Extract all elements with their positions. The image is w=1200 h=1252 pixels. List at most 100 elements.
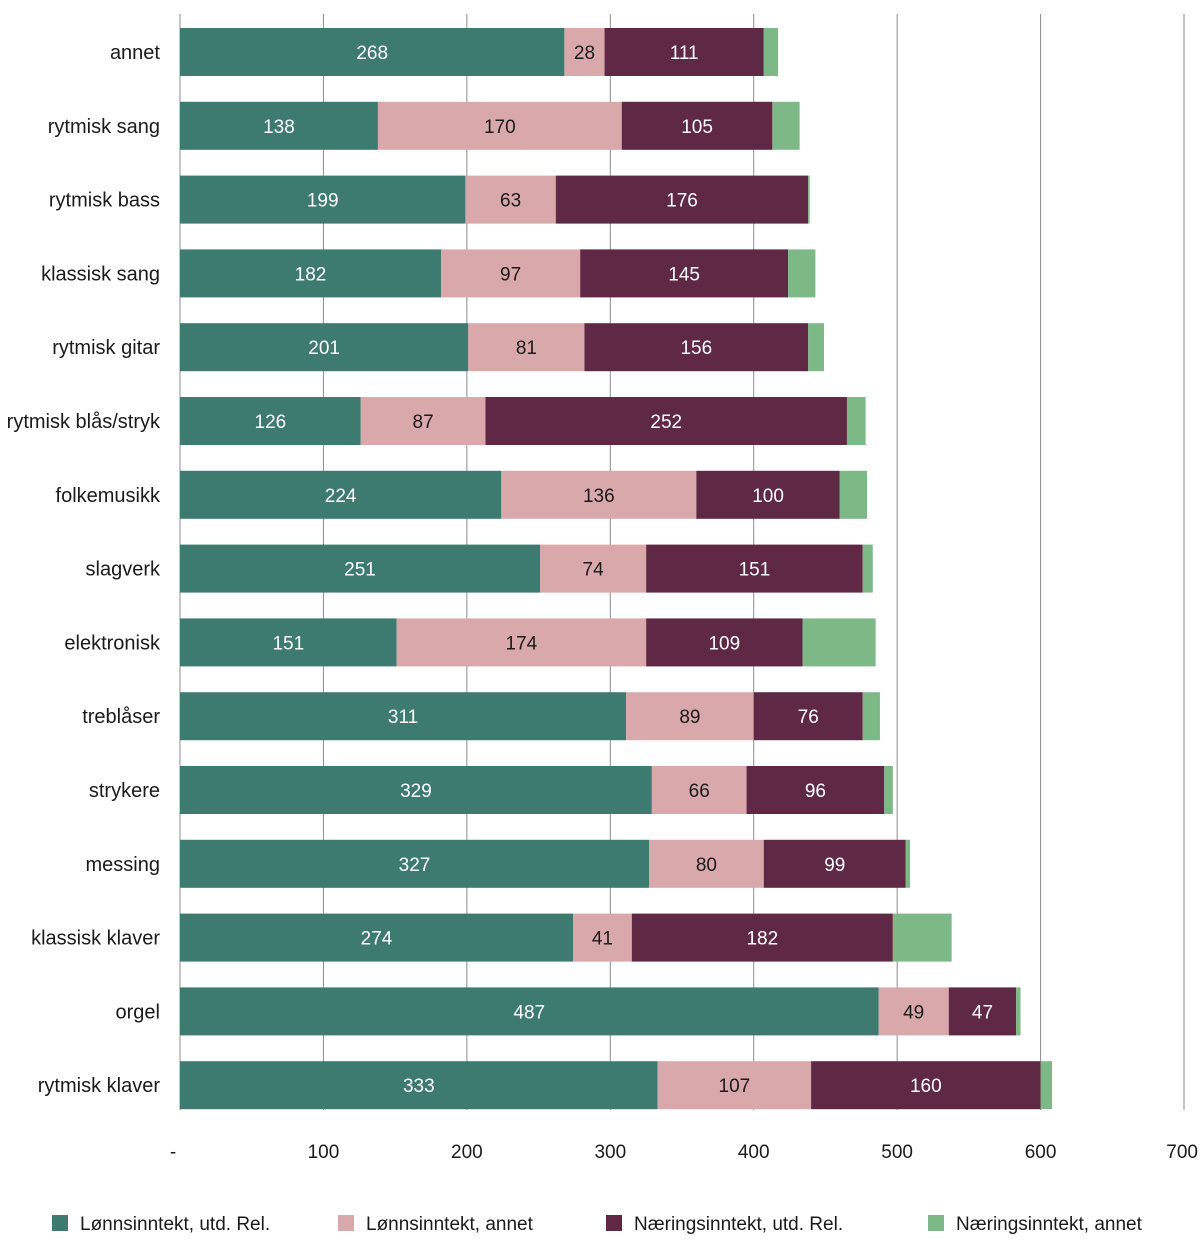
bar-segment-series-3	[584, 323, 809, 372]
data-label: 156	[680, 338, 712, 359]
data-label: 333	[403, 1076, 435, 1097]
bar-segment-series-3	[753, 692, 863, 741]
bar-segment-series-4	[1040, 1061, 1053, 1110]
bar-segment-series-4	[772, 101, 800, 150]
bar-segment-series-4	[808, 175, 810, 224]
data-label: 63	[500, 191, 521, 212]
data-label: 201	[308, 338, 340, 359]
data-label: 182	[295, 264, 327, 285]
category-label: rytmisk bass	[49, 190, 160, 212]
category-label: rytmisk klaver	[38, 1075, 161, 1097]
data-label: 126	[255, 412, 287, 433]
x-tick-label: 100	[308, 1142, 340, 1163]
data-label: 136	[583, 486, 615, 507]
data-label: 66	[689, 781, 710, 802]
bar-segment-series-3	[763, 839, 906, 888]
data-label: 41	[592, 929, 613, 950]
category-label: annet	[110, 42, 160, 64]
data-label: 28	[574, 43, 595, 64]
data-label: 89	[679, 707, 700, 728]
data-label: 81	[516, 338, 537, 359]
bar-segment-series-3	[646, 618, 803, 667]
data-label: 47	[972, 1002, 993, 1023]
category-label: slagverk	[86, 559, 161, 581]
bar-segment-series-1	[180, 323, 469, 372]
bar-segment-series-3	[948, 987, 1017, 1036]
bar-segment-series-2	[360, 397, 486, 445]
data-label: 138	[263, 117, 295, 138]
legend-label: Lønnsinntekt, annet	[366, 1214, 534, 1235]
data-label: 145	[668, 264, 700, 285]
bar-segment-series-1	[180, 101, 378, 150]
category-label: treblåser	[82, 706, 160, 728]
data-label: 176	[666, 191, 698, 212]
data-label: 329	[400, 781, 432, 802]
bar-segment-series-4	[905, 839, 911, 888]
legend-label: Lønnsinntekt, utd. Rel.	[80, 1214, 270, 1235]
data-label: 107	[719, 1076, 751, 1097]
data-label: 80	[696, 855, 717, 876]
legend-swatch	[52, 1215, 68, 1231]
x-tick-label: 500	[881, 1142, 913, 1163]
legend-swatch	[338, 1215, 354, 1231]
data-label: 76	[798, 707, 819, 728]
data-label: 151	[739, 560, 771, 581]
data-label: 105	[681, 117, 713, 138]
data-label: 311	[388, 707, 418, 728]
data-label: 274	[361, 929, 393, 950]
data-label: 99	[824, 855, 845, 876]
bar-segment-series-2	[468, 323, 585, 372]
bar-segment-series-4	[763, 28, 779, 76]
bar-segment-series-2	[657, 1061, 812, 1110]
bar-segment-series-2	[465, 175, 556, 224]
x-tick-label: -	[170, 1142, 176, 1163]
x-tick-label: 200	[451, 1142, 483, 1163]
legend: Lønnsinntekt, utd. Rel. Lønnsinntekt, ann…	[52, 1214, 1143, 1235]
category-label: rytmisk sang	[48, 116, 160, 138]
data-label: 170	[484, 117, 516, 138]
data-label: 109	[708, 633, 740, 654]
bar-segment-series-1	[180, 692, 627, 741]
bar-segment-series-2	[626, 692, 754, 741]
bar-segment-series-2	[377, 101, 622, 150]
bar-segment-series-1	[180, 470, 502, 519]
bar-segment-series-1	[180, 766, 652, 814]
data-label: 182	[746, 929, 778, 950]
data-label: 252	[650, 412, 682, 433]
bar-segment-series-1	[180, 28, 565, 76]
data-label: 87	[413, 412, 434, 433]
bar-segment-series-4	[884, 766, 893, 814]
x-axis-tick-labels: - 100 200 300 400 500 600 700	[170, 1142, 1198, 1163]
bar-segment-series-2	[649, 839, 764, 888]
bar-segment-series-2	[396, 618, 647, 667]
bar-segment-series-4	[839, 470, 868, 519]
bar-segment-series-3	[604, 28, 764, 76]
bar-segment-series-3	[811, 1061, 1041, 1110]
category-label: klassisk klaver	[31, 928, 160, 950]
category-label: messing	[86, 854, 160, 876]
bar-segment-series-1	[180, 839, 650, 888]
bar-segment-series-4	[802, 618, 876, 667]
x-tick-label: 400	[738, 1142, 770, 1163]
bar-segment-series-2	[878, 987, 949, 1036]
x-tick-label: 600	[1025, 1142, 1057, 1163]
category-label: klassisk sang	[41, 263, 160, 285]
bar-segment-series-1	[180, 175, 466, 224]
bar-segment-series-1	[180, 249, 442, 298]
bar-segment-series-3	[485, 397, 847, 445]
bar-segment-series-2	[651, 766, 747, 814]
bar-segment-series-3	[621, 101, 773, 150]
data-label: 100	[752, 486, 784, 507]
bar-segment-series-2	[564, 28, 605, 76]
bar-segment-series-1	[180, 913, 573, 962]
category-labels: annet rytmisk sang rytmisk bass klassisk sa…	[7, 42, 161, 1097]
data-label: 268	[356, 43, 388, 64]
category-label: strykere	[89, 780, 160, 802]
legend-label: Næringsinntekt, utd. Rel.	[634, 1214, 843, 1235]
data-label: 74	[583, 560, 605, 581]
category-label: elektronisk	[64, 632, 161, 654]
legend-label: Næringsinntekt, annet	[956, 1214, 1143, 1235]
bar-segment-series-3	[746, 766, 885, 814]
bar-segment-series-4	[892, 913, 952, 962]
